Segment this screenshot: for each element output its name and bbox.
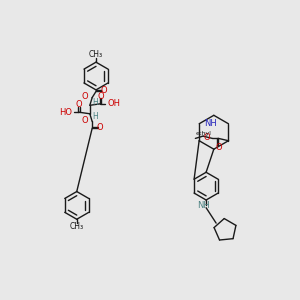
Text: ethyl: ethyl xyxy=(195,130,211,136)
Text: OH: OH xyxy=(108,99,121,108)
Text: NH: NH xyxy=(197,201,210,210)
Text: O: O xyxy=(76,100,82,109)
Text: O: O xyxy=(97,92,104,100)
Text: H: H xyxy=(92,112,98,121)
Text: O: O xyxy=(82,116,88,125)
Text: O: O xyxy=(82,92,88,101)
Text: O: O xyxy=(97,123,103,132)
Text: CH₃: CH₃ xyxy=(89,50,103,59)
Text: O: O xyxy=(215,143,222,152)
Text: O: O xyxy=(203,133,210,142)
Text: H: H xyxy=(92,98,98,107)
Text: NH: NH xyxy=(204,119,217,128)
Text: O: O xyxy=(100,86,107,95)
Text: CH₃: CH₃ xyxy=(70,223,84,232)
Text: HO: HO xyxy=(59,108,72,117)
